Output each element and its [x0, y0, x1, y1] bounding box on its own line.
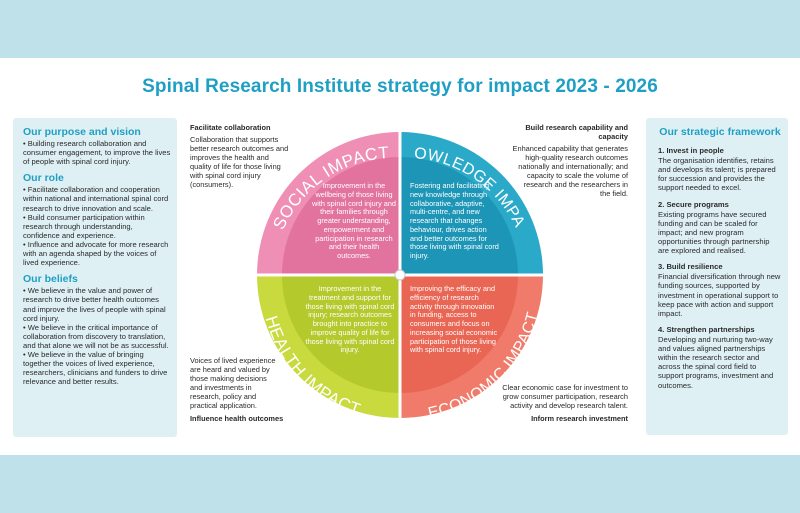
framework-item: 1. Invest in people The organisation ide… — [658, 146, 782, 193]
social-impact-text: Improvement in the wellbeing of those li… — [312, 181, 396, 260]
right-panel: Our strategic framework 1. Invest in peo… — [646, 118, 788, 435]
knowledge-quadrant-inner — [400, 157, 518, 275]
purpose-text: • Building research collaboration and co… — [23, 139, 171, 167]
economic-impact-text: Improving the efficacy and efficiency of… — [410, 284, 498, 355]
note-text: Clear economic case for investment to gr… — [502, 383, 628, 411]
framework-item-text: The organisation identifies, retains and… — [658, 156, 776, 193]
framework-item: 2. Secure programs Existing programs hav… — [658, 200, 782, 256]
note-heading: Influence health outcomes — [190, 414, 284, 424]
purpose-section: Our purpose and vision • Building resear… — [23, 126, 171, 166]
role-heading: Our role — [23, 172, 64, 185]
note-text: Voices of lived experience are heard and… — [190, 356, 276, 411]
health-quadrant-inner — [282, 275, 400, 393]
health-impact-text: Improvement in the treatment and support… — [305, 284, 395, 355]
note-facilitate-collaboration: Facilitate collaboration Collaboration t… — [190, 123, 292, 189]
framework-item-title: 1. Invest in people — [658, 146, 724, 155]
page-title: Spinal Research Institute strategy for i… — [142, 76, 658, 97]
framework-item-text: Existing programs have secured funding a… — [658, 209, 770, 256]
beliefs-text: • We believe in the value and power of r… — [23, 286, 169, 387]
note-heading: Build research capability and capacity — [525, 123, 628, 142]
purpose-heading: Our purpose and vision — [23, 126, 141, 138]
note-text: Enhanced capability that generates high-… — [512, 144, 628, 199]
framework-item-text: Developing and nurturing two-way and val… — [658, 334, 774, 390]
framework-item: 4. Strengthen partnerships Developing an… — [658, 325, 782, 390]
role-text: • Facilitate collaboration and cooperati… — [23, 185, 169, 268]
beliefs-heading: Our beliefs — [23, 273, 78, 286]
note-text: Collaboration that supports better resea… — [190, 135, 289, 190]
top-band — [0, 0, 800, 58]
framework-item-title: 3. Build resilience — [658, 262, 723, 272]
framework-item-title: 2. Secure programs — [658, 199, 729, 209]
framework-item-title: 4. Strengthen partnerships — [658, 324, 755, 334]
social-quadrant-inner — [282, 157, 400, 275]
framework-heading: Our strategic framework — [659, 126, 781, 138]
note-influence-health: Voices of lived experience are heard and… — [190, 356, 302, 423]
framework-item: 3. Build resilience Financial diversific… — [658, 262, 782, 318]
role-section: Our role • Facilitate collaboration and … — [23, 172, 171, 267]
note-build-capability: Build research capability and capacity E… — [494, 123, 628, 198]
note-heading: Inform research investment — [531, 414, 628, 424]
center-dot — [394, 269, 406, 281]
economic-quadrant-inner — [400, 275, 518, 393]
knowledge-impact-text: Fostering and facilitating new knowledge… — [410, 181, 499, 260]
beliefs-section: Our beliefs • We believe in the value an… — [23, 273, 171, 386]
note-heading: Facilitate collaboration — [190, 123, 271, 132]
bottom-band — [0, 455, 800, 513]
framework-item-text: Financial diversification through new fu… — [658, 272, 781, 318]
left-panel: Our purpose and vision • Building resear… — [13, 118, 177, 437]
note-inform-investment: Clear economic case for investment to gr… — [500, 383, 628, 423]
